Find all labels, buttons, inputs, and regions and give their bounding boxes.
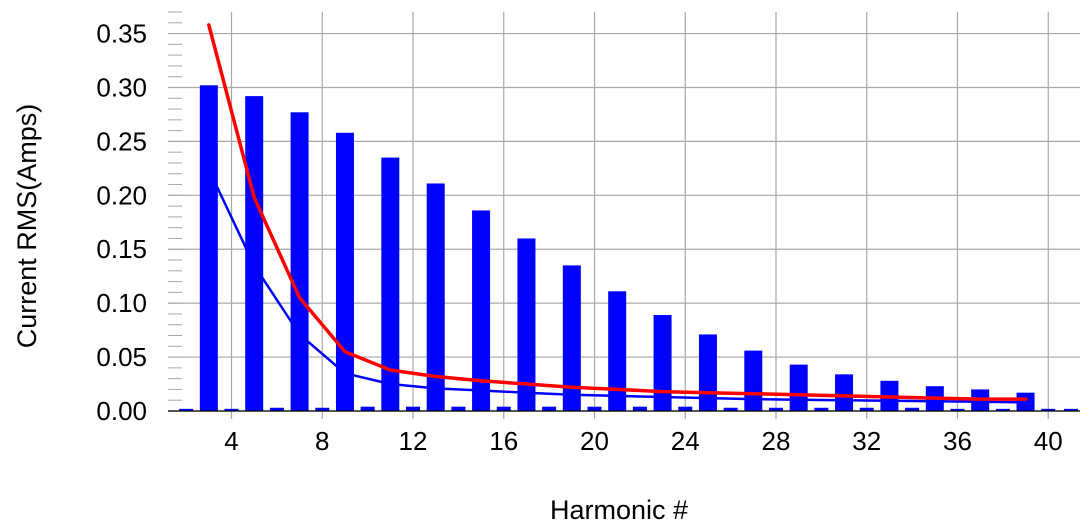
bar [859, 407, 874, 411]
y-tick-label: 0.35 [96, 19, 147, 49]
bar [290, 112, 309, 412]
bar [814, 407, 829, 411]
bar [451, 406, 466, 411]
bar [769, 407, 783, 411]
bar [201, 408, 216, 411]
bar [426, 183, 445, 411]
bar [383, 406, 398, 411]
bar [835, 374, 854, 411]
bar [247, 408, 262, 411]
bar [335, 132, 354, 411]
bar [542, 406, 557, 411]
bar [837, 407, 852, 411]
bar [562, 265, 581, 411]
bar-series [179, 85, 1078, 412]
bar [381, 157, 400, 411]
bar [564, 406, 579, 411]
x-tick-label: 36 [943, 426, 972, 456]
bar [1018, 408, 1033, 411]
x-tick-label: 8 [315, 426, 329, 456]
y-tick-label: 0.00 [96, 396, 147, 426]
bar [496, 406, 511, 411]
y-tick-label: 0.20 [96, 180, 147, 210]
bar [905, 407, 920, 411]
bar [224, 408, 239, 411]
bar [519, 406, 534, 411]
bar [269, 407, 284, 411]
bar [1041, 408, 1056, 411]
bar [587, 406, 602, 411]
bar [927, 408, 942, 411]
bar [882, 407, 897, 411]
bar [292, 407, 307, 411]
x-tick-label: 40 [1034, 426, 1063, 456]
minor-ticks [168, 11, 182, 412]
bar [995, 408, 1010, 411]
bar [474, 406, 489, 411]
y-tick-label: 0.25 [96, 126, 147, 156]
x-tick-label: 24 [671, 426, 700, 456]
bar [517, 238, 536, 411]
y-tick-label: 0.15 [96, 234, 147, 264]
bar [789, 364, 808, 411]
bar [608, 291, 627, 411]
tick-labels: 4 8 12 16 20 24 28 32 36 40 0.00 0.05 0.10 0.15 0.20 0.… [96, 19, 1062, 456]
bar [791, 407, 806, 411]
series-line [207, 168, 1027, 404]
series-line [207, 23, 1028, 401]
y-tick-label: 0.30 [96, 72, 147, 102]
bar [700, 406, 715, 411]
bar [360, 406, 375, 411]
bar [199, 85, 218, 412]
bar [744, 350, 763, 411]
x-tick-label: 12 [399, 426, 428, 456]
y-axis-title: Current RMS(Amps) [12, 104, 42, 349]
bar [746, 407, 761, 411]
bar [653, 315, 672, 411]
bar [723, 407, 738, 411]
bar [428, 406, 443, 411]
bar [315, 407, 330, 411]
x-tick-label: 20 [580, 426, 609, 456]
x-tick-label: 4 [224, 426, 238, 456]
bar [179, 408, 194, 411]
bar [973, 408, 988, 411]
bar [655, 406, 670, 411]
x-tick-label: 16 [489, 426, 518, 456]
bar [472, 210, 491, 411]
bar [610, 406, 625, 411]
bar [1063, 408, 1078, 411]
bar [678, 406, 693, 411]
line-series [207, 23, 1028, 404]
x-tick-label: 32 [852, 426, 881, 456]
bar [698, 334, 717, 411]
x-axis-title: Harmonic # [550, 495, 688, 523]
bar [337, 407, 352, 411]
y-tick-label: 0.05 [96, 342, 147, 372]
bar [406, 406, 421, 411]
x-tick-label: 28 [762, 426, 791, 456]
bar [950, 408, 965, 411]
bar [632, 406, 647, 411]
y-tick-label: 0.10 [96, 288, 147, 318]
